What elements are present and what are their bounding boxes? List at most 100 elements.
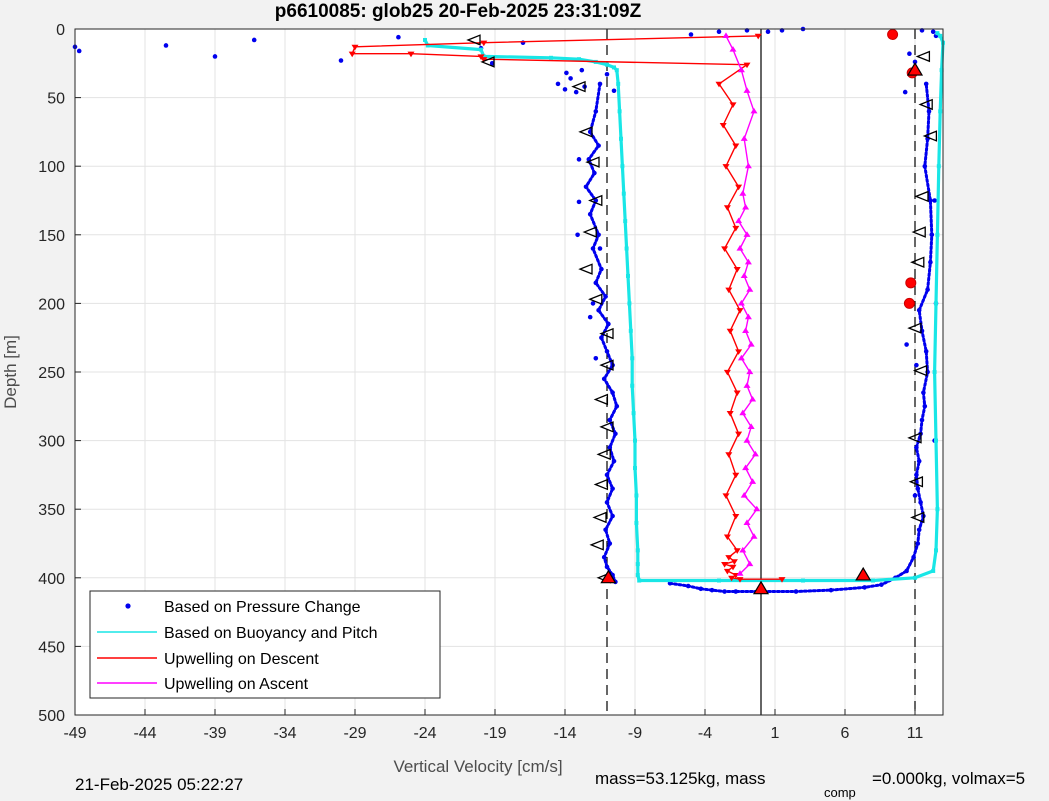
ascent-point	[746, 368, 754, 375]
descent-point	[729, 564, 737, 571]
buoyancy-point	[931, 568, 936, 573]
buoyancy-point	[935, 31, 940, 36]
red-dot-marker	[905, 277, 917, 289]
descent-point	[723, 205, 731, 211]
descent-point	[732, 143, 740, 150]
chart-title: p6610085: glob25 20-Feb-2025 23:31:09Z	[275, 1, 642, 22]
x-tick-label: -24	[413, 725, 436, 742]
pressure-point	[604, 349, 610, 354]
ascent-point	[722, 32, 730, 38]
open-triangle-marker	[593, 478, 609, 491]
ascent-point	[750, 533, 758, 539]
buoyancy-point	[626, 273, 630, 278]
pressure-point	[914, 445, 919, 450]
ascent-point	[739, 190, 747, 196]
open-triangle-marker	[911, 226, 926, 238]
descent-point	[715, 81, 723, 88]
y-tick-label: 450	[38, 639, 65, 656]
pressure-point	[604, 71, 610, 77]
pressure-point	[396, 34, 401, 40]
pressure-point	[912, 59, 918, 65]
ascent-point	[742, 327, 750, 333]
descent-point	[732, 225, 740, 232]
descent-point	[723, 369, 731, 376]
series-0	[72, 26, 939, 594]
pressure-point	[765, 29, 771, 35]
buoyancy-point	[635, 573, 640, 578]
open-triangle-marker	[589, 539, 604, 551]
pressure-point	[596, 232, 601, 238]
x-tick-label: -14	[553, 725, 576, 742]
open-triangle-marker	[593, 393, 609, 406]
open-triangle-marker	[596, 448, 611, 461]
pressure-point	[916, 458, 922, 464]
pressure-trace	[668, 82, 934, 593]
pressure-point	[597, 81, 603, 87]
pressure-point	[879, 582, 884, 587]
x-tick-label: -44	[133, 725, 156, 742]
descent-point	[754, 33, 762, 40]
descent-point	[725, 452, 733, 458]
pressure-point	[919, 417, 925, 423]
buoyancy-point	[634, 493, 639, 498]
buoyancy-point	[630, 383, 635, 388]
pressure-point	[922, 163, 928, 169]
pressure-point	[709, 587, 715, 593]
footer-comp-subscript: comp	[824, 785, 856, 800]
grid	[74, 28, 943, 716]
descent-point	[723, 568, 731, 575]
buoyancy-point	[717, 578, 721, 583]
open-triangle-marker	[578, 263, 593, 275]
open-triangle-marker	[466, 34, 481, 46]
pressure-point	[593, 109, 599, 114]
pressure-point	[929, 232, 935, 238]
pressure-point	[597, 246, 603, 251]
open-triangle-marker	[922, 130, 938, 142]
x-tick-labels: -49 -44 -39 -34 -29 -24 -19 -14 -9 -4 1 6 11	[63, 709, 923, 742]
open-triangle-marker	[599, 327, 614, 340]
y-tick-label: 100	[38, 159, 65, 176]
buoyancy-point	[938, 33, 943, 38]
pressure-point	[733, 589, 739, 594]
pressure-point	[793, 589, 799, 594]
pressure-point	[923, 81, 929, 87]
buoyancy-point	[620, 164, 625, 169]
pressure-point	[555, 81, 561, 87]
ascent-point	[743, 437, 751, 443]
pressure-point	[590, 301, 596, 306]
y-tick-label: 250	[38, 365, 65, 382]
pressure-point	[911, 554, 916, 560]
pressure-point	[576, 157, 582, 162]
buoyancy-point	[934, 301, 938, 306]
pressure-point	[251, 37, 257, 43]
buoyancy-point	[934, 438, 938, 443]
pressure-point	[614, 404, 620, 409]
open-triangle-marker	[910, 511, 925, 524]
pressure-point	[923, 349, 929, 354]
buoyancy-point	[627, 301, 632, 306]
buoyancy-point	[630, 356, 635, 361]
pressure-point	[587, 314, 593, 320]
pressure-point	[610, 486, 615, 491]
buoyancy-point	[479, 47, 483, 52]
x-axis-label: Vertical Velocity [cm/s]	[393, 757, 562, 776]
pressure-point	[914, 472, 919, 478]
pressure-point	[907, 51, 912, 56]
pressure-point	[603, 527, 608, 533]
buoyancy-point	[935, 507, 940, 512]
pressure-point	[607, 445, 613, 450]
open-triangle-marker	[918, 98, 933, 111]
open-triangle-marker	[914, 190, 929, 203]
pressure-point	[593, 198, 599, 203]
open-triangle-marker	[588, 194, 603, 207]
buoyancy-point	[635, 562, 640, 567]
red-triangle-marker	[855, 566, 872, 581]
x-tick-label: 1	[771, 725, 780, 742]
series-1	[423, 31, 945, 583]
ascent-point	[737, 66, 745, 73]
pressure-point	[596, 143, 601, 148]
ascent-point	[744, 162, 752, 169]
open-triangle-marker	[907, 322, 922, 334]
ascent-point	[737, 354, 745, 361]
